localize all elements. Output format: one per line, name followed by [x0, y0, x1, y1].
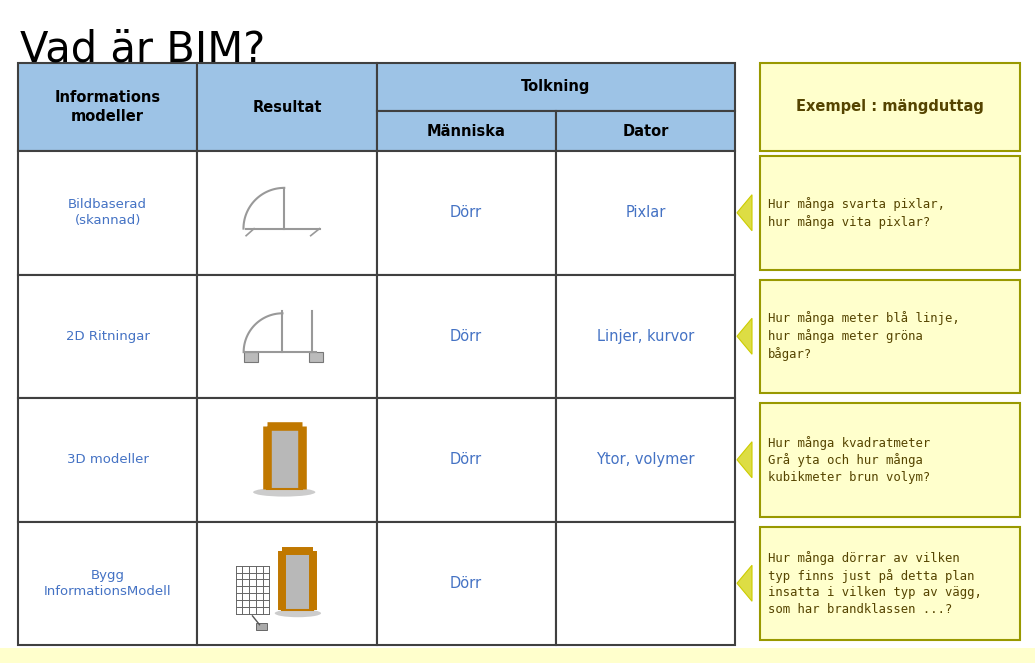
Text: Pixlar: Pixlar	[625, 206, 666, 220]
Bar	[283, 552, 314, 610]
Polygon shape	[737, 442, 752, 478]
Text: Tolkning: Tolkning	[521, 80, 590, 95]
Bar	[267, 426, 301, 489]
Bar	[377, 151, 556, 274]
Bar	[18, 398, 198, 522]
Text: Resultat: Resultat	[253, 99, 322, 115]
Text: Människa: Människa	[426, 123, 505, 139]
Bar	[556, 274, 735, 398]
Ellipse shape	[254, 488, 316, 497]
Bar	[18, 522, 198, 645]
Bar	[198, 522, 377, 645]
Text: Hur många meter blå linje,
hur många meter gröna
bågar?: Hur många meter blå linje, hur många met…	[768, 312, 959, 361]
Bar	[377, 63, 735, 111]
Bar	[377, 522, 556, 645]
Text: Hur många kvadratmeter
Grå yta och hur många
kubikmeter brun volym?: Hur många kvadratmeter Grå yta och hur m…	[768, 436, 930, 484]
Bar	[256, 623, 267, 630]
Text: 2D Ritningar: 2D Ritningar	[65, 330, 150, 343]
Bar	[243, 352, 258, 362]
Text: 3D modeller: 3D modeller	[66, 453, 149, 466]
Bar	[18, 151, 198, 274]
Text: Informations
modeller: Informations modeller	[55, 90, 160, 125]
Text: Vad är BIM?: Vad är BIM?	[20, 28, 265, 70]
Polygon shape	[737, 195, 752, 231]
Bar	[0, 648, 1035, 663]
Bar	[760, 526, 1021, 640]
Bar	[760, 280, 1021, 393]
Text: Dörr: Dörr	[450, 575, 482, 591]
Text: Bildbaserad
(skannad): Bildbaserad (skannad)	[68, 198, 147, 227]
Text: Dörr: Dörr	[450, 452, 482, 467]
Bar	[18, 274, 198, 398]
Text: Hur många svarta pixlar,
hur många vita pixlar?: Hur många svarta pixlar, hur många vita …	[768, 197, 945, 229]
Text: Ytor, volymer: Ytor, volymer	[596, 452, 694, 467]
Bar	[198, 151, 377, 274]
Bar	[556, 398, 735, 522]
Bar	[377, 274, 556, 398]
Ellipse shape	[274, 609, 321, 617]
Bar	[198, 274, 377, 398]
Text: Exempel : mängduttag: Exempel : mängduttag	[796, 99, 984, 115]
Bar	[556, 151, 735, 274]
Text: Bygg
InformationsModell: Bygg InformationsModell	[43, 569, 172, 598]
Bar	[556, 111, 735, 151]
Bar	[18, 63, 198, 151]
Bar	[760, 403, 1021, 516]
Text: Dörr: Dörr	[450, 206, 482, 220]
Bar	[377, 398, 556, 522]
Text: Hur många dörrar av vilken
typ finns just på detta plan
insatta i vilken typ av : Hur många dörrar av vilken typ finns jus…	[768, 551, 982, 616]
Text: Dator: Dator	[622, 123, 669, 139]
Bar	[308, 352, 323, 362]
Bar	[198, 63, 377, 151]
Bar	[760, 63, 1021, 151]
Text: Linjer, kurvor: Linjer, kurvor	[597, 329, 694, 343]
Polygon shape	[737, 318, 752, 354]
Polygon shape	[737, 566, 752, 601]
Bar	[198, 398, 377, 522]
Bar	[556, 522, 735, 645]
Bar	[760, 156, 1021, 269]
Text: Dörr: Dörr	[450, 329, 482, 343]
Bar	[377, 111, 556, 151]
